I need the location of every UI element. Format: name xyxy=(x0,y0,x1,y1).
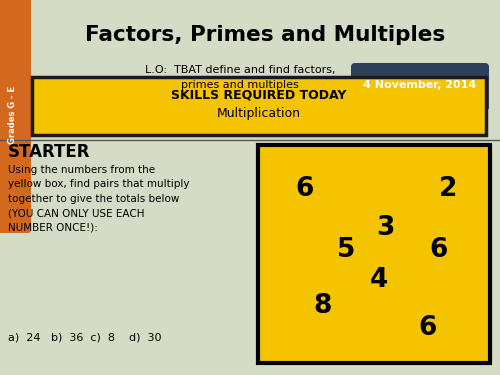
Text: Grades G - E: Grades G - E xyxy=(8,86,18,144)
Text: 4 November, 2014: 4 November, 2014 xyxy=(364,80,476,90)
FancyBboxPatch shape xyxy=(351,63,489,111)
Text: Factors, Primes and Multiples: Factors, Primes and Multiples xyxy=(85,25,445,45)
FancyBboxPatch shape xyxy=(0,0,31,233)
Text: 6: 6 xyxy=(430,237,448,262)
Text: SKILLS REQUIRED TODAY: SKILLS REQUIRED TODAY xyxy=(172,89,346,102)
Text: a)  24   b)  36  c)  8    d)  30: a) 24 b) 36 c) 8 d) 30 xyxy=(8,333,162,343)
Text: 6: 6 xyxy=(418,315,436,341)
Text: 6: 6 xyxy=(295,176,314,202)
Text: 8: 8 xyxy=(314,293,332,320)
Text: Multiplication: Multiplication xyxy=(217,107,301,120)
Text: Using the numbers from the
yellow box, find pairs that multiply
together to give: Using the numbers from the yellow box, f… xyxy=(8,165,190,232)
Text: 2: 2 xyxy=(439,176,458,202)
Text: STARTER: STARTER xyxy=(8,143,90,161)
Bar xyxy=(32,77,486,135)
Text: 5: 5 xyxy=(337,237,355,262)
Text: L.O:  TBAT define and find factors,
primes and multiples: L.O: TBAT define and find factors, prime… xyxy=(145,65,335,90)
Bar xyxy=(258,145,490,363)
Text: 3: 3 xyxy=(376,215,395,241)
Text: 4: 4 xyxy=(370,267,388,293)
